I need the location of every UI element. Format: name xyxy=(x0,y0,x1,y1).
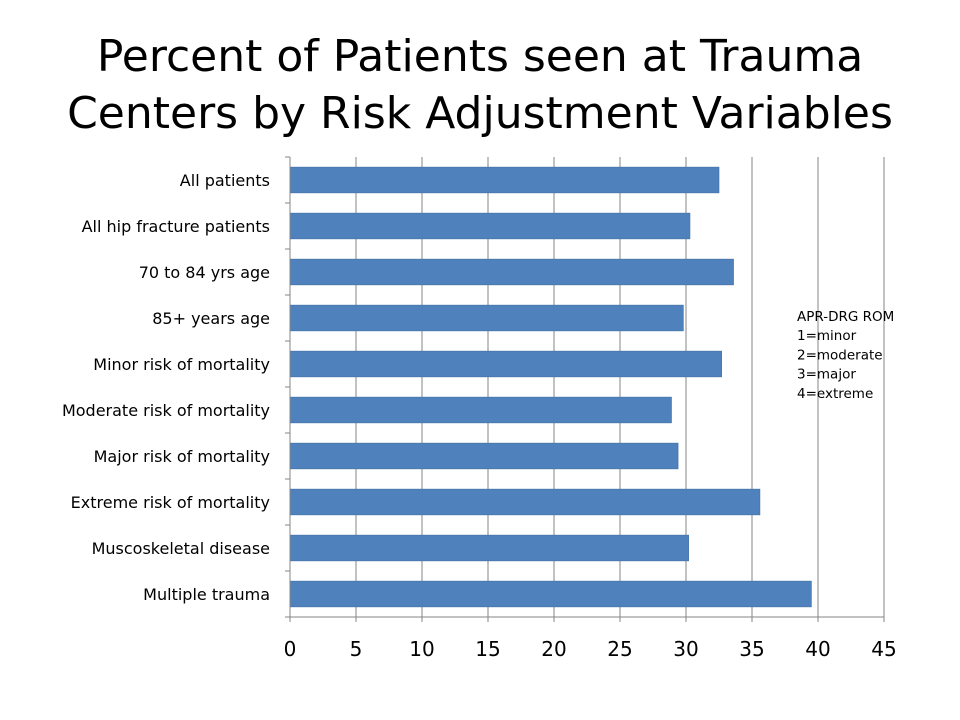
x-tick-labels: 0 5 10 15 20 25 30 35 40 45 xyxy=(284,637,897,661)
slide-title-line-2: Centers by Risk Adjustment Variables xyxy=(67,88,893,139)
x-tick-label-1: 5 xyxy=(350,637,363,661)
category-label-6: Major risk of mortality xyxy=(94,447,270,466)
annotation-line-3: 3=major xyxy=(797,367,856,383)
annotation-line-4: 4=extreme xyxy=(797,386,873,402)
bar-0 xyxy=(289,166,720,194)
bar-3 xyxy=(289,304,684,332)
bar-7 xyxy=(289,488,761,516)
category-label-3: 85+ years age xyxy=(152,309,270,328)
category-label-1: All hip fracture patients xyxy=(82,217,270,236)
axes xyxy=(285,156,885,622)
category-label-5: Moderate risk of mortality xyxy=(62,401,270,420)
category-label-9: Multiple trauma xyxy=(143,585,270,604)
category-label-0: All patients xyxy=(180,171,270,190)
annotation-line-2: 2=moderate xyxy=(797,347,883,363)
x-tick-label-8: 40 xyxy=(805,637,830,661)
x-tick-label-6: 30 xyxy=(673,637,698,661)
category-label-4: Minor risk of mortality xyxy=(93,355,270,374)
x-tick-label-3: 15 xyxy=(475,637,500,661)
bar-4 xyxy=(289,350,722,378)
bars xyxy=(289,166,812,608)
category-label-7: Extreme risk of mortality xyxy=(71,493,270,512)
x-tick-label-4: 20 xyxy=(541,637,566,661)
x-tick-label-5: 25 xyxy=(607,637,632,661)
annotation-line-1: 1=minor xyxy=(797,328,857,344)
bar-9 xyxy=(289,580,812,608)
slide-title: Percent of Patients seen at Trauma Cente… xyxy=(0,28,960,142)
category-label-8: Muscoskeletal disease xyxy=(92,539,270,558)
x-tick-label-7: 35 xyxy=(739,637,764,661)
bar-2 xyxy=(289,258,734,286)
x-tick-label-0: 0 xyxy=(284,637,297,661)
bar-5 xyxy=(289,396,672,424)
annotation-line-0: APR-DRG ROM xyxy=(797,309,894,325)
bar-8 xyxy=(289,534,689,562)
annotation-box: APR-DRG ROM 1=minor 2=moderate 3=major 4=ext… xyxy=(797,309,894,402)
bar-6 xyxy=(289,442,679,470)
slide-title-line-1: Percent of Patients seen at Trauma xyxy=(96,31,864,82)
x-tick-label-2: 10 xyxy=(409,637,434,661)
bar-1 xyxy=(289,212,691,240)
category-label-2: 70 to 84 yrs age xyxy=(139,263,270,282)
category-labels: All patients All hip fracture patients 70 … xyxy=(62,171,270,604)
x-tick-label-9: 45 xyxy=(871,637,896,661)
